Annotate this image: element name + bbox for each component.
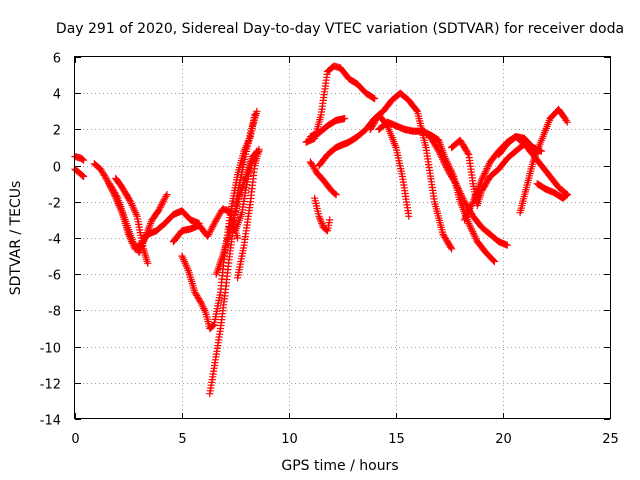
y-tick-label: -10 bbox=[40, 342, 61, 357]
chart-title: Day 291 of 2020, Sidereal Day-to-day VTE… bbox=[56, 21, 624, 37]
series-track-16 bbox=[315, 89, 456, 253]
y-tick-label: -2 bbox=[48, 197, 61, 212]
series-marker-path bbox=[315, 89, 456, 253]
grid-layer bbox=[75, 57, 610, 419]
y-tick-label: -6 bbox=[48, 269, 61, 284]
series-marker-path bbox=[533, 180, 571, 202]
x-axis-label: GPS time / hours bbox=[281, 458, 398, 474]
series-track-13 bbox=[306, 114, 349, 141]
series-marker-path bbox=[234, 145, 263, 282]
y-tick-label: -14 bbox=[40, 414, 61, 429]
series-track-19 bbox=[418, 125, 511, 249]
y-axis-label: SDTVAR / TECUs bbox=[8, 181, 24, 296]
plot-frame bbox=[74, 56, 611, 419]
series-marker-path bbox=[306, 114, 349, 141]
y-tick-label: 6 bbox=[53, 52, 61, 67]
series-marker-path bbox=[105, 180, 171, 257]
x-tick-label: 0 bbox=[71, 432, 79, 447]
series-marker-path bbox=[516, 105, 571, 217]
x-tick-label: 20 bbox=[495, 432, 512, 447]
series-track-11 bbox=[234, 145, 263, 282]
series-marker-path bbox=[311, 194, 334, 235]
y-tick-label: 4 bbox=[53, 88, 61, 103]
series-track-21 bbox=[460, 133, 571, 224]
x-tick-label: 15 bbox=[388, 432, 405, 447]
series-layer bbox=[71, 62, 571, 398]
y-tick-label: -8 bbox=[48, 305, 61, 320]
tick-layer: 0 5 10 15 20 25 -14 -12 -10 -8 -6 -4 -2 0 2 4 6 bbox=[40, 52, 619, 448]
series-marker-path bbox=[306, 158, 340, 199]
series-track-24 bbox=[533, 180, 571, 202]
series-track-14 bbox=[311, 194, 334, 235]
series-track-4 bbox=[105, 180, 171, 257]
y-tick-label: 2 bbox=[53, 124, 61, 139]
series-track-23 bbox=[516, 105, 571, 217]
series-marker-path bbox=[206, 107, 261, 398]
x-tick-label: 5 bbox=[178, 432, 186, 447]
series-track-8 bbox=[206, 107, 261, 398]
series-track-15 bbox=[306, 158, 340, 199]
series-marker-path bbox=[418, 125, 511, 249]
series-marker-path bbox=[112, 174, 152, 267]
x-tick-label: 25 bbox=[602, 432, 619, 447]
y-tick-label: -12 bbox=[40, 378, 61, 393]
series-track-5 bbox=[112, 174, 152, 267]
series-marker-path bbox=[460, 133, 571, 224]
x-tick-label: 10 bbox=[281, 432, 298, 447]
y-tick-label: -4 bbox=[48, 233, 61, 248]
y-tick-label: 0 bbox=[53, 161, 61, 176]
